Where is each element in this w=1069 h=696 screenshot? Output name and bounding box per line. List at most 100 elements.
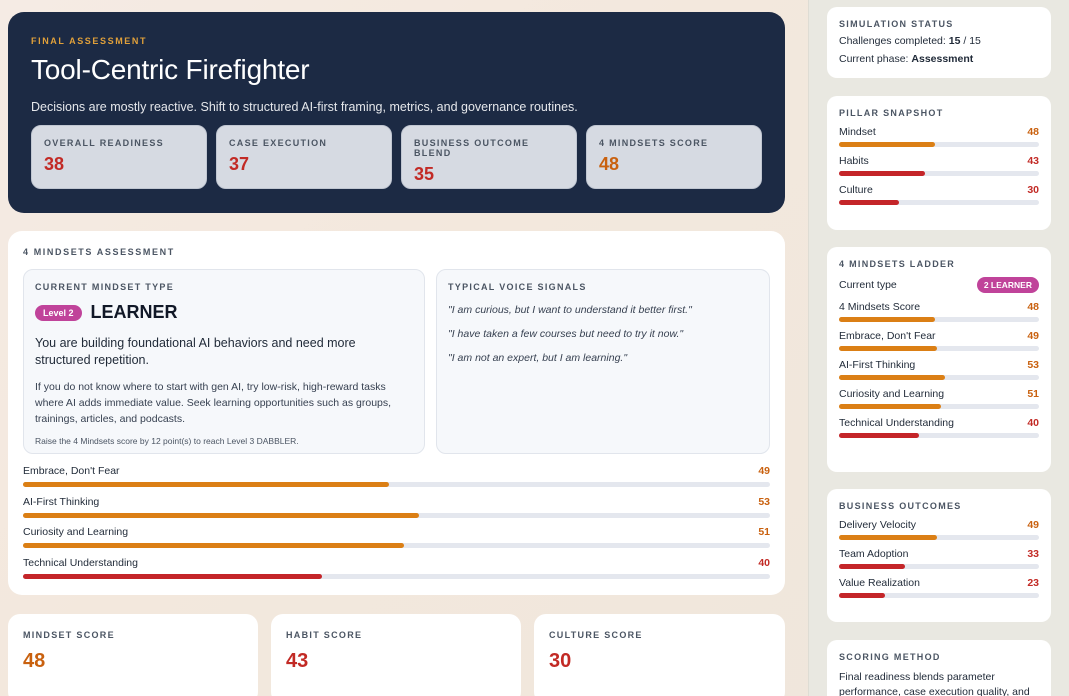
current-type-label: Current type	[839, 279, 897, 291]
bar-track	[839, 404, 1039, 409]
challenges-done: 15	[948, 35, 961, 47]
score-value: 30	[549, 650, 572, 672]
bar-fill	[839, 593, 885, 598]
phase-label: Current phase:	[839, 53, 909, 65]
ladder-row: AI-First Thinking 53	[839, 359, 1039, 380]
business-outcomes-card: BUSINESS OUTCOMES Delivery Velocity 49 Te…	[827, 489, 1051, 622]
ladder-value: 53	[1027, 359, 1039, 371]
main-area: FINAL ASSESSMENT Tool-Centric Firefighte…	[8, 12, 785, 696]
level-lead-text: You are building foundational AI behavio…	[35, 336, 356, 367]
kpi-case-execution: CASE EXECUTION 37	[216, 125, 392, 189]
kpi-value: 37	[229, 154, 250, 174]
mindset-score-card: MINDSET SCORE 48	[8, 614, 258, 696]
outcomes-eyebrow: BUSINESS OUTCOMES	[839, 501, 962, 511]
bar-value: 40	[758, 556, 770, 569]
current-mindset-panel: CURRENT MINDSET TYPE Level 2 LEARNER You…	[23, 269, 425, 454]
challenges-label: Challenges completed:	[839, 35, 946, 47]
pillar-snapshot-card: PILLAR SNAPSHOT Mindset 48 Habits 43 Cultu…	[827, 96, 1051, 230]
bar-fill	[839, 142, 935, 147]
score-value: 43	[286, 650, 309, 672]
level-name: LEARNER	[90, 302, 178, 322]
bar-value: 53	[758, 495, 770, 508]
kpi-label: CASE EXECUTION	[229, 138, 328, 148]
ladder-value: 51	[1027, 388, 1039, 400]
kpi-value: 48	[599, 154, 620, 174]
outcome-value: 33	[1027, 548, 1039, 560]
challenges-completed: Challenges completed: 15 / 15	[839, 35, 1039, 47]
bar-label: Technical Understanding	[23, 556, 138, 569]
ladder-label: AI-First Thinking	[839, 359, 916, 371]
phase-value: Assessment	[911, 53, 974, 65]
level-pill: Level 2	[35, 304, 82, 321]
score-label: MINDSET SCORE	[23, 630, 115, 640]
outcome-label: Delivery Velocity	[839, 519, 917, 531]
ladder-value: 40	[1027, 417, 1039, 429]
bar-row: Curiosity and Learning 51	[23, 526, 770, 557]
bar-fill	[23, 543, 404, 548]
ladder-label: 4 Mindsets Score	[839, 301, 921, 313]
outcome-row: Delivery Velocity 49	[839, 519, 1039, 540]
bar-track	[839, 564, 1039, 569]
kpi-4-mindsets-score: 4 MINDSETS SCORE 48	[586, 125, 762, 189]
kpi-label: 4 MINDSETS SCORE	[599, 138, 709, 148]
ladder-row: 4 Mindsets Score 48	[839, 301, 1039, 322]
bar-track	[839, 375, 1039, 380]
current-type-row: Current type 2 LEARNER	[839, 277, 1039, 293]
level-description: If you do not know where to start with g…	[35, 381, 392, 425]
bar-track	[839, 593, 1039, 598]
bar-track	[23, 573, 770, 579]
bar-fill	[839, 200, 899, 205]
culture-score-card: CULTURE SCORE 30	[534, 614, 785, 696]
method-eyebrow: SCORING METHOD	[839, 652, 941, 662]
bar-row: AI-First Thinking 53	[23, 496, 770, 527]
ladder-label: Curiosity and Learning	[839, 388, 945, 400]
kpi-value: 38	[44, 154, 65, 174]
voice-signals-panel: TYPICAL VOICE SIGNALS "I am curious, but…	[436, 269, 770, 454]
bar-track	[23, 543, 770, 548]
ladder-label: Embrace, Don't Fear	[839, 330, 936, 342]
challenges-total: / 15	[963, 35, 981, 47]
pillar-row: Habits 43	[839, 155, 1039, 176]
ladder-row: Embrace, Don't Fear 49	[839, 330, 1039, 351]
bar-fill	[23, 573, 322, 579]
outcome-label: Team Adoption	[839, 548, 909, 560]
hero-eyebrow: FINAL ASSESSMENT	[31, 36, 148, 46]
pillar-value: 48	[1027, 126, 1039, 138]
current-type-pill: 2 LEARNER	[976, 277, 1039, 293]
voice-quote: "I am curious, but I want to understand …	[448, 304, 692, 316]
habit-score-card: HABIT SCORE 43	[271, 614, 521, 696]
page-title: Tool-Centric Firefighter	[31, 54, 310, 85]
bar-track	[839, 317, 1039, 322]
bar-fill	[839, 404, 941, 409]
bar-track	[23, 512, 770, 518]
voice-signals-eyebrow: TYPICAL VOICE SIGNALS	[448, 282, 587, 292]
current-phase: Current phase: Assessment	[839, 53, 1039, 65]
kpi-row: OVERALL READINESS 38 CASE EXECUTION 37 B…	[31, 125, 762, 189]
bar-track	[839, 171, 1039, 176]
bar-row: Embrace, Don't Fear 49	[23, 465, 770, 496]
outcome-value: 49	[1027, 519, 1039, 531]
simulation-status-card: SIMULATION STATUS Challenges completed: …	[827, 7, 1051, 78]
kpi-value: 35	[414, 164, 435, 184]
bar-fill	[839, 535, 937, 540]
bar-fill	[839, 375, 945, 380]
mindset-bars: Embrace, Don't Fear 49 AI-First Thinking 5…	[23, 465, 770, 587]
outcome-label: Value Realization	[839, 577, 920, 589]
outcome-row: Team Adoption 33	[839, 548, 1039, 569]
ladder-row: Curiosity and Learning 51	[839, 388, 1039, 409]
bar-row: Technical Understanding 40	[23, 557, 770, 588]
bar-fill	[23, 512, 419, 518]
mindsets-assessment-card: 4 MINDSETS ASSESSMENT CURRENT MINDSET TY…	[8, 231, 785, 595]
current-mindset-eyebrow: CURRENT MINDSET TYPE	[35, 282, 175, 292]
pillar-value: 30	[1027, 184, 1039, 196]
pillar-label: Mindset	[839, 126, 876, 138]
pillar-eyebrow: PILLAR SNAPSHOT	[839, 108, 944, 118]
pillar-value: 43	[1027, 155, 1039, 167]
bar-label: Embrace, Don't Fear	[23, 465, 120, 477]
bar-track	[839, 535, 1039, 540]
bar-track	[839, 142, 1039, 147]
kpi-business-outcome-blend: BUSINESS OUTCOME BLEND 35	[401, 125, 577, 189]
assessment-eyebrow: 4 MINDSETS ASSESSMENT	[23, 247, 175, 257]
bar-fill	[839, 564, 905, 569]
bar-label: Curiosity and Learning	[23, 526, 129, 538]
